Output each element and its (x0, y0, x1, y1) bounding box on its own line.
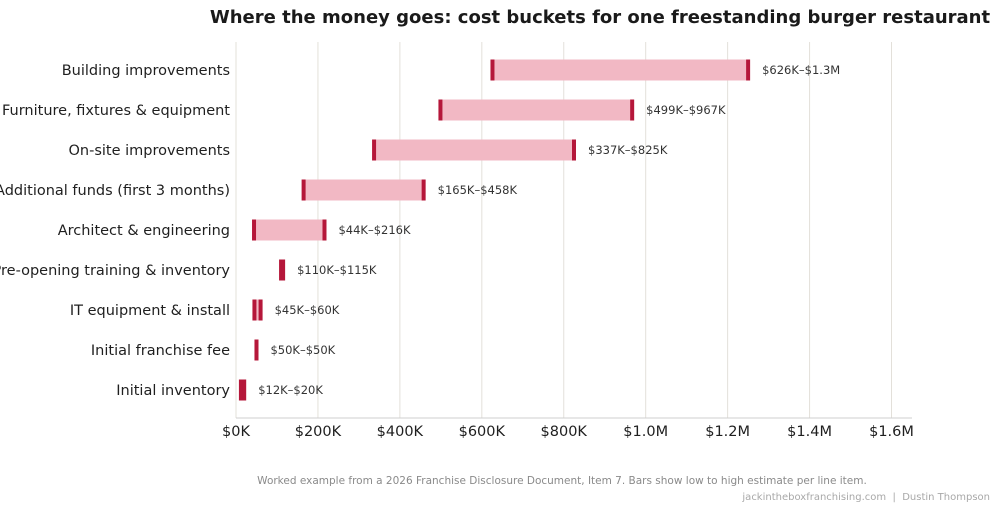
range-value-label: $337K–$825K (588, 143, 668, 157)
data-labels: $626K–$1.3M $499K–$967K $337K–$825K $165K–$… (258, 63, 840, 397)
high-endpoint-marker (242, 379, 247, 401)
x-tick-label: $400K (377, 424, 424, 440)
range-bar-group (252, 299, 263, 321)
range-value-label: $499K–$967K (646, 103, 726, 117)
chart-title: Where the money goes: cost buckets for o… (210, 7, 991, 28)
x-tick-label: $200K (295, 424, 342, 440)
range-bar (440, 99, 633, 121)
range-bar-group (252, 219, 327, 241)
range-bars (238, 59, 751, 401)
low-endpoint-marker (238, 379, 243, 401)
x-tick-label: $1.6M (869, 424, 914, 440)
high-endpoint-marker (746, 59, 751, 81)
range-bar-group (301, 179, 426, 201)
range-bar (492, 59, 749, 81)
high-endpoint-marker (258, 299, 263, 321)
category-label: Architect & engineering (58, 223, 230, 239)
range-bar (303, 179, 424, 201)
high-endpoint-marker (572, 139, 576, 161)
gridlines (235, 42, 893, 418)
range-bar (374, 139, 574, 161)
range-bar-group (254, 339, 259, 361)
low-endpoint-marker (438, 99, 443, 121)
range-bar (254, 299, 261, 321)
chart-caption: Worked example from a 2026 Franchise Dis… (257, 475, 867, 487)
range-bar-group (372, 139, 576, 161)
high-endpoint-marker (254, 339, 259, 361)
x-tick-label: $800K (541, 424, 588, 440)
high-endpoint-marker (421, 179, 426, 201)
low-endpoint-marker (252, 219, 257, 241)
range-bar-group (490, 59, 751, 81)
x-tick-label: $1.2M (705, 424, 750, 440)
category-label: Additional funds (first 3 months) (0, 183, 230, 199)
high-endpoint-marker (630, 99, 635, 121)
high-endpoint-marker (322, 219, 327, 241)
x-tick-label: $1.0M (623, 424, 668, 440)
category-label: On-site improvements (69, 143, 230, 159)
range-value-label: $626K–$1.3M (762, 63, 840, 77)
x-tick-label: $0K (222, 424, 250, 440)
category-label: Furniture, fixtures & equipment (2, 103, 230, 119)
low-endpoint-marker (252, 299, 257, 321)
range-bar-group (238, 379, 247, 401)
range-value-label: $165K–$458K (438, 183, 518, 197)
category-label: Initial inventory (116, 383, 230, 399)
category-label: Initial franchise fee (91, 343, 230, 359)
range-value-label: $110K–$115K (297, 263, 377, 277)
range-value-label: $50K–$50K (270, 343, 335, 357)
x-tick-label: $600K (459, 424, 506, 440)
category-labels: Building improvements Furniture, fixtures… (0, 63, 230, 399)
category-label: Pre-opening training & inventory (0, 263, 230, 279)
x-axis-ticks: $0K $200K $400K $600K $800K $1.0M $1.2M $1.4M $1… (222, 424, 914, 440)
low-endpoint-marker (372, 139, 377, 161)
chart-credit: jackintheboxfranchising.com | Dustin Tho… (741, 492, 990, 503)
range-bar-group (279, 259, 286, 281)
range-bar-group (438, 99, 635, 121)
high-endpoint-marker (281, 259, 286, 281)
low-endpoint-marker (490, 59, 495, 81)
range-bar (254, 219, 325, 241)
range-value-label: $12K–$20K (258, 383, 323, 397)
low-endpoint-marker (279, 259, 284, 281)
range-value-label: $44K–$216K (338, 223, 411, 237)
category-label: IT equipment & install (70, 303, 230, 319)
x-tick-label: $1.4M (787, 424, 832, 440)
range-value-label: $45K–$60K (275, 303, 340, 317)
low-endpoint-marker (301, 179, 306, 201)
category-label: Building improvements (62, 63, 230, 79)
